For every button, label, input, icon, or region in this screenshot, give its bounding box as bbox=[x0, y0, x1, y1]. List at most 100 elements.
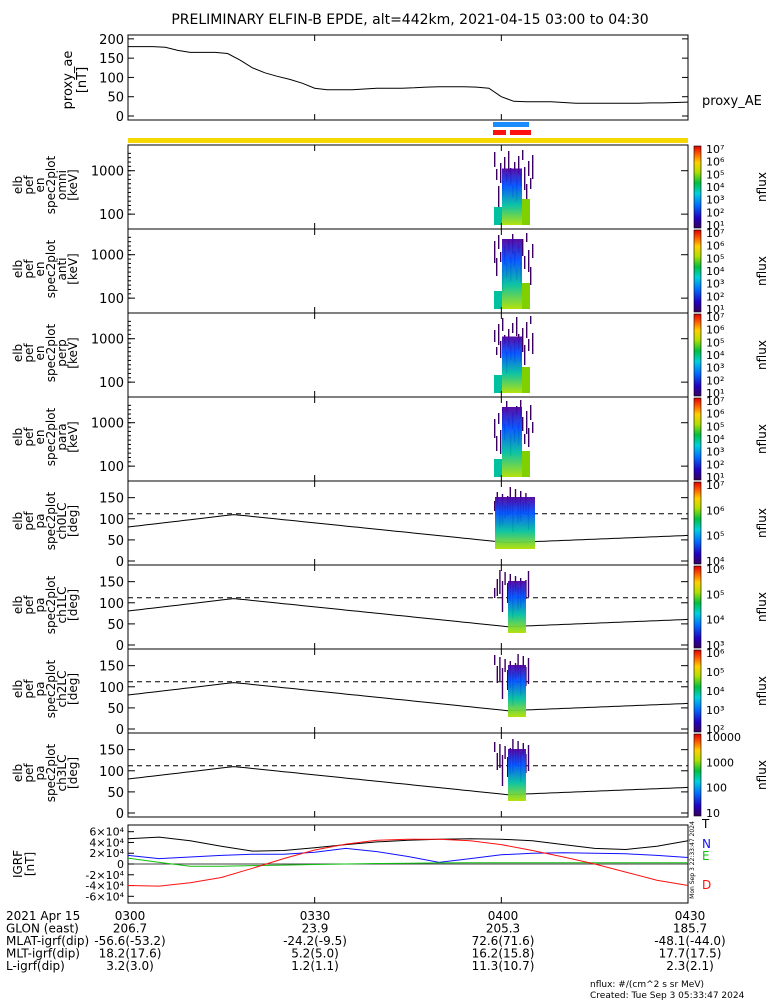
footer-row-label: 2021 Apr 15 bbox=[6, 909, 80, 923]
spectrogram-panel-ch2LC: 0 50 100 150 10² 10³ 10⁴ 10⁵ 10⁶ nflux elbpefpaspe… bbox=[11, 647, 769, 738]
igrf-ytick-label: 4×10⁴ bbox=[89, 836, 124, 849]
spectrogram-pixel bbox=[500, 430, 502, 454]
spectrogram-ylabel-line: pa bbox=[33, 598, 47, 613]
spectrogram-pixel bbox=[528, 161, 530, 176]
proxy-ae-ytick-label: 150 bbox=[99, 52, 124, 67]
spectrogram-ylabel-line: [keV] bbox=[66, 337, 80, 368]
igrf-legend-E: E bbox=[702, 849, 710, 863]
spectrogram-ylabel-line: en bbox=[33, 262, 47, 277]
pa-ytick-label: 50 bbox=[107, 618, 124, 633]
footer-row-value: 11.3(10.7) bbox=[472, 959, 535, 973]
spectrogram-ylabel-line: pef bbox=[22, 595, 36, 615]
spectrogram-pixel bbox=[498, 413, 500, 424]
spectrogram-pixel bbox=[501, 668, 504, 699]
footer-row-value: -24.2(-9.5) bbox=[283, 934, 347, 948]
spectrogram-ylabel-line: spec2plot bbox=[44, 659, 58, 718]
spectrogram-ylabel-line: [deg] bbox=[66, 757, 80, 789]
spectrogram-flux-patch-low bbox=[494, 459, 502, 477]
spectrogram-ylabel: elbpefenspec2plotpara[keV] bbox=[11, 407, 80, 466]
energy-ytick-label: 100 bbox=[99, 208, 124, 223]
igrf-ytick-label: 6×10⁴ bbox=[89, 826, 124, 839]
spectrogram-flux-patch-low bbox=[494, 375, 502, 393]
spectrogram-frame bbox=[127, 144, 689, 230]
proxy-ae-ylabel: proxy_ae[nT] bbox=[61, 51, 90, 110]
colorbar-tick-label: 10⁴ bbox=[706, 265, 725, 278]
spectrogram-ylabel-line: perp bbox=[55, 339, 69, 367]
spectrogram-ylabel-line: spec2plot bbox=[44, 323, 58, 382]
colorbar-tick-label: 10⁷ bbox=[706, 479, 724, 492]
spectrogram-frame bbox=[127, 228, 689, 314]
spectrogram-ylabel-line: pa bbox=[33, 766, 47, 781]
igrf-ytick-label: 0 bbox=[117, 858, 124, 871]
colorbar-tick-label: 10⁵ bbox=[706, 666, 724, 679]
igrf-series-T bbox=[127, 836, 689, 852]
spectrogram-pixel bbox=[500, 341, 502, 358]
spectrogram-panel-ch1LC: 0 50 100 150 10³ 10⁴ 10⁵ 10⁶ nflux elbpefpaspec2p… bbox=[11, 563, 769, 654]
spectrogram-pixel bbox=[507, 583, 509, 603]
footer-row-value: 2.3(2.1) bbox=[666, 959, 714, 973]
colorbar-label: nflux bbox=[755, 760, 769, 790]
spectrogram-pixel bbox=[524, 256, 526, 269]
energy-ytick-label: 100 bbox=[99, 292, 124, 307]
spectrogram-ylabel-line: spec2plot bbox=[44, 743, 58, 802]
spectrogram-pixel bbox=[530, 316, 532, 324]
igrf-legend-D: D bbox=[702, 878, 711, 892]
loss-cone-curve bbox=[127, 598, 689, 628]
spectrogram-pixel bbox=[512, 323, 514, 333]
spectrogram-flux-patch bbox=[502, 168, 522, 225]
spectrogram-frame bbox=[127, 732, 689, 818]
spectrogram-ylabel-line: elb bbox=[11, 512, 25, 530]
colorbar-tick-label: 10¹ bbox=[706, 471, 724, 484]
spectrogram-flux-patch bbox=[502, 336, 522, 393]
colorbar-tick-label: 10⁴ bbox=[706, 685, 725, 698]
footer-row-value: 205.3 bbox=[486, 922, 520, 936]
footer-row-value: 23.9 bbox=[302, 922, 329, 936]
spectrogram-pixel bbox=[522, 417, 524, 431]
colorbar bbox=[693, 565, 702, 649]
spectrogram-pixel bbox=[500, 163, 502, 183]
colorbar-tick-label: 10³ bbox=[706, 194, 724, 207]
pa-ytick-label: 0 bbox=[116, 807, 124, 822]
spectrogram-ylabel-line: en bbox=[33, 346, 47, 361]
spectrogram-pixel bbox=[496, 169, 498, 180]
colorbar-tick-label: 100 bbox=[706, 782, 727, 795]
footer-row-value: 17.7(17.5) bbox=[659, 947, 722, 961]
spectrogram-ylabel-line: ch1LC bbox=[55, 587, 69, 624]
spectrogram-pixel bbox=[522, 150, 524, 160]
colorbar-tick-label: 10⁷ bbox=[706, 227, 724, 240]
igrf-ytick-label: -4×10⁴ bbox=[85, 880, 124, 893]
spectrogram-ylabel-line: spec2plot bbox=[44, 575, 58, 634]
plot-stamp-vertical: Mon Sep 3 22:33:47 2024 bbox=[689, 821, 696, 899]
footer-row-value: 3.2(3.0) bbox=[106, 959, 154, 973]
spectrogram-pixel bbox=[522, 328, 524, 352]
spectrogram-ylabel-line: spec2plot bbox=[44, 491, 58, 550]
spectrogram-pixel bbox=[499, 570, 501, 594]
colorbar-label: nflux bbox=[755, 592, 769, 622]
spectrogram-pixel bbox=[524, 167, 526, 190]
created-timestamp: Created: Tue Sep 3 05:33:47 2024 bbox=[590, 991, 745, 1000]
colorbar-tick-label: 10⁶ bbox=[706, 563, 725, 576]
spectrogram-pixel bbox=[514, 162, 516, 171]
spectrogram-frame bbox=[127, 312, 689, 398]
colorbar-tick-label: 10³ bbox=[706, 446, 724, 459]
spectrogram-pixel bbox=[526, 322, 528, 338]
pa-ytick-label: 100 bbox=[99, 765, 124, 780]
footer-row-value: 185.7 bbox=[673, 922, 707, 936]
footer-row-value: -56.6(-53.2) bbox=[94, 934, 165, 948]
spectrogram-ylabel-line: pef bbox=[22, 259, 36, 279]
spectrogram-ylabel: elbpefpaspec2plotch3LC[deg] bbox=[11, 743, 80, 802]
pa-ytick-label: 0 bbox=[116, 555, 124, 570]
colorbar-tick-label: 10² bbox=[706, 723, 724, 736]
spectrogram-ylabel-line: ch3LC bbox=[55, 755, 69, 792]
spectrogram-pixel bbox=[526, 184, 528, 203]
footer-row-value: 16.2(15.8) bbox=[472, 947, 535, 961]
colorbar bbox=[693, 481, 702, 565]
spectrogram-frame bbox=[127, 480, 689, 566]
colorbar-tick-label: 10¹ bbox=[706, 387, 724, 400]
spectrogram-pixel bbox=[527, 571, 530, 597]
spectrogram-flux-patch bbox=[502, 239, 522, 309]
igrf-ylabel-line: IGRF bbox=[11, 850, 25, 878]
